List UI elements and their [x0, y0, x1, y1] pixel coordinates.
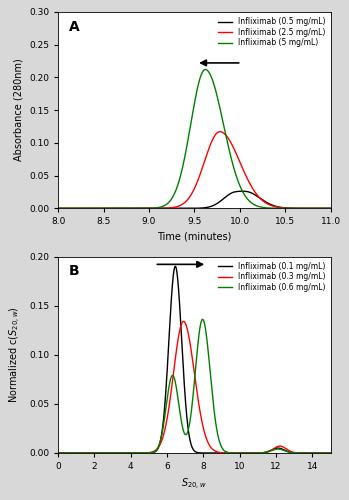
Infliximab (5 mg/mL)	[203, 66, 207, 72]
X-axis label: $S_{20,w}$: $S_{20,w}$	[181, 476, 207, 492]
Y-axis label: Absorbance (280nm): Absorbance (280nm)	[13, 58, 23, 162]
Infliximab (0.1 mg/mL)	[173, 264, 177, 270]
Line: Infliximab (2.5 mg/mL): Infliximab (2.5 mg/mL)	[58, 132, 331, 208]
Infliximab (0.6 mg/mL)	[200, 316, 205, 322]
Y-axis label: Normalized c($S_{20,w}$): Normalized c($S_{20,w}$)	[8, 306, 23, 403]
Infliximab (5 mg/mL)	[87, 206, 91, 212]
Line: Infliximab (5 mg/mL): Infliximab (5 mg/mL)	[58, 70, 331, 208]
Infliximab (2.5 mg/mL)	[103, 206, 107, 212]
Infliximab (0.5 mg/mL)	[240, 188, 244, 194]
Line: Infliximab (0.5 mg/mL): Infliximab (0.5 mg/mL)	[58, 191, 331, 208]
Infliximab (0.6 mg/mL)	[254, 450, 258, 456]
Infliximab (0.5 mg/mL)	[161, 206, 165, 212]
Infliximab (2.5 mg/mL)	[328, 206, 333, 212]
X-axis label: Time (minutes): Time (minutes)	[157, 232, 231, 242]
Infliximab (0.3 mg/mL)	[307, 450, 311, 456]
Infliximab (0.6 mg/mL)	[56, 450, 60, 456]
Infliximab (2.5 mg/mL)	[218, 128, 222, 134]
Infliximab (0.1 mg/mL)	[307, 450, 311, 456]
Infliximab (0.1 mg/mL)	[328, 450, 333, 456]
Infliximab (5 mg/mL)	[161, 204, 165, 210]
Infliximab (2.5 mg/mL)	[87, 206, 91, 212]
Infliximab (0.6 mg/mL)	[307, 450, 311, 456]
Infliximab (0.1 mg/mL)	[320, 450, 324, 456]
Infliximab (0.1 mg/mL)	[171, 280, 175, 285]
Infliximab (2.5 mg/mL)	[161, 205, 165, 211]
Text: B: B	[69, 264, 80, 278]
Infliximab (0.6 mg/mL)	[173, 377, 177, 383]
Infliximab (5 mg/mL)	[103, 206, 107, 212]
Text: A: A	[69, 20, 80, 34]
Line: Infliximab (0.1 mg/mL): Infliximab (0.1 mg/mL)	[58, 266, 331, 453]
Infliximab (0.5 mg/mL)	[294, 206, 298, 212]
Infliximab (0.6 mg/mL)	[320, 450, 324, 456]
Infliximab (0.5 mg/mL)	[87, 206, 91, 212]
Infliximab (2.5 mg/mL)	[323, 206, 327, 212]
Infliximab (0.3 mg/mL)	[181, 318, 186, 324]
Infliximab (5 mg/mL)	[328, 206, 333, 212]
Infliximab (5 mg/mL)	[172, 190, 177, 196]
Infliximab (0.6 mg/mL)	[171, 372, 175, 378]
Infliximab (0.5 mg/mL)	[103, 206, 107, 212]
Line: Infliximab (0.3 mg/mL): Infliximab (0.3 mg/mL)	[58, 322, 331, 453]
Infliximab (0.1 mg/mL)	[173, 264, 177, 270]
Infliximab (0.1 mg/mL)	[254, 450, 258, 456]
Infliximab (0.5 mg/mL)	[328, 206, 333, 212]
Infliximab (2.5 mg/mL)	[56, 206, 60, 212]
Infliximab (2.5 mg/mL)	[172, 204, 177, 210]
Infliximab (5 mg/mL)	[56, 206, 60, 212]
Legend: Infliximab (0.1 mg/mL), Infliximab (0.3 mg/mL), Infliximab (0.6 mg/mL): Infliximab (0.1 mg/mL), Infliximab (0.3 …	[216, 260, 327, 294]
Infliximab (0.1 mg/mL)	[186, 422, 190, 428]
Infliximab (0.5 mg/mL)	[172, 206, 177, 212]
Infliximab (0.3 mg/mL)	[56, 450, 60, 456]
Infliximab (5 mg/mL)	[294, 206, 298, 212]
Infliximab (2.5 mg/mL)	[294, 206, 298, 212]
Legend: Infliximab (0.5 mg/mL), Infliximab (2.5 mg/mL), Infliximab (5 mg/mL): Infliximab (0.5 mg/mL), Infliximab (2.5 …	[216, 16, 327, 49]
Infliximab (0.5 mg/mL)	[56, 206, 60, 212]
Line: Infliximab (0.6 mg/mL): Infliximab (0.6 mg/mL)	[58, 320, 331, 453]
Infliximab (0.3 mg/mL)	[254, 450, 258, 456]
Infliximab (0.1 mg/mL)	[56, 450, 60, 456]
Infliximab (0.3 mg/mL)	[328, 450, 333, 456]
Infliximab (0.6 mg/mL)	[186, 429, 190, 435]
Infliximab (0.3 mg/mL)	[186, 328, 190, 334]
Infliximab (0.5 mg/mL)	[323, 206, 327, 212]
Infliximab (5 mg/mL)	[323, 206, 327, 212]
Infliximab (0.3 mg/mL)	[320, 450, 324, 456]
Infliximab (0.3 mg/mL)	[171, 377, 175, 383]
Infliximab (0.6 mg/mL)	[328, 450, 333, 456]
Infliximab (0.3 mg/mL)	[173, 360, 177, 366]
